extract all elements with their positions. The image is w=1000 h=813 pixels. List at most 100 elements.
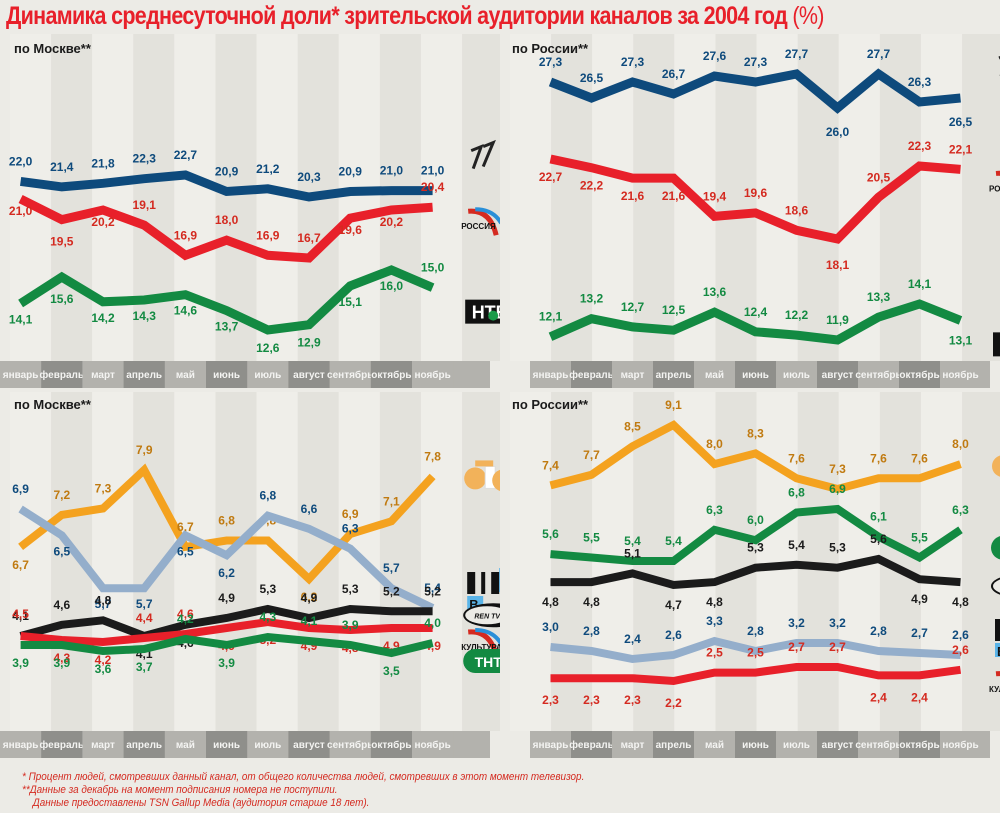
bg-column [92, 34, 134, 361]
bg-column [962, 34, 1000, 361]
series-line-sts [549, 420, 962, 494]
data-label-rentv: 4,9 [218, 591, 235, 605]
data-label-ntv: 13,1 [949, 333, 973, 347]
data-label-tvc: 5,4 [424, 581, 441, 595]
x-tick-label: октябрь [899, 369, 939, 381]
month-cell [288, 361, 331, 388]
data-label-perviy: 27,7 [867, 47, 891, 61]
data-label-perviy: 21,0 [380, 164, 404, 178]
data-label-rentv: 5,1 [624, 546, 641, 560]
data-label-tnt: 4,2 [177, 612, 194, 626]
month-cell [123, 361, 166, 388]
x-tick-label: октябрь [899, 739, 939, 751]
x-tick-label: июль [783, 740, 810, 751]
month-cell-empty [453, 361, 490, 388]
data-label-perviy: 20,9 [215, 165, 239, 179]
data-label-tvc: 6,3 [342, 522, 359, 536]
panel-title: по России** [512, 41, 589, 56]
month-cell [858, 731, 900, 758]
data-label-tvc: 5,7 [383, 561, 400, 575]
title-unit: (%) [792, 2, 824, 30]
data-label-rossiya: 22,2 [580, 179, 604, 193]
data-label-tnt: 5,5 [911, 531, 928, 545]
data-label-kultura: 2,5 [706, 646, 723, 660]
series-line-rossiya [549, 154, 961, 244]
data-label-rentv: 5,3 [829, 541, 846, 555]
data-label-perviy: 26,7 [662, 67, 686, 81]
data-label-tvc: 3,0 [542, 620, 559, 634]
data-label-sts: 7,1 [383, 494, 400, 508]
data-label-rossiya: 19,6 [339, 223, 363, 237]
bg-column [379, 34, 421, 361]
data-label-perviy: 22,3 [133, 152, 157, 166]
month-cell [899, 731, 941, 758]
footnote-3: Данные предоставлены TSN Gallup Media (а… [32, 797, 370, 809]
month-cell [735, 361, 777, 388]
footnote-2: **Данные за декабрь на момент подписания… [22, 784, 338, 796]
month-cell [612, 731, 654, 758]
month-cell [82, 361, 125, 388]
data-label-tvc: 6,9 [12, 482, 29, 496]
footnote-1: * Процент людей, смотревших данный канал… [22, 771, 585, 783]
data-label-tvc: 2,8 [870, 624, 887, 638]
bg-column [174, 392, 216, 731]
data-label-sts: 7,3 [95, 482, 112, 496]
data-label-sts: 7,8 [424, 449, 441, 463]
data-label-sts: 7,2 [53, 488, 70, 502]
data-label-tvc: 3,2 [788, 616, 805, 630]
data-label-tnt: 6,8 [788, 486, 805, 500]
data-label-rentv: 4,7 [665, 598, 682, 612]
data-label-perviy: 27,3 [744, 55, 768, 69]
data-label-tvc: 2,7 [911, 626, 928, 640]
bg-column [510, 34, 551, 361]
data-label-ntv: 12,6 [256, 341, 280, 355]
data-label-tvc: 5,7 [95, 597, 112, 611]
data-label-tnt: 6,3 [952, 503, 969, 517]
month-cell [247, 731, 289, 758]
data-label-sts: 6,9 [342, 507, 359, 521]
data-label-perviy: 21,2 [256, 162, 280, 176]
month-cell [370, 731, 413, 758]
data-label-rossiya: 22,3 [908, 139, 932, 153]
data-label-sts: 7,7 [583, 448, 600, 462]
month-cell [776, 731, 818, 758]
month-cell [653, 361, 695, 388]
data-label-rossiya: 21,0 [9, 204, 33, 218]
x-tick-label: июнь [213, 370, 240, 381]
series-line-tvc [550, 636, 961, 664]
data-label-tvc: 2,6 [665, 628, 682, 642]
series-line-sts [18, 463, 436, 585]
x-tick-label: июль [254, 370, 281, 381]
data-label-kultura: 2,3 [624, 693, 641, 707]
panel-russia-minor: январь февраль март апрель май июнь июль август… [510, 392, 1000, 758]
data-label-rossiya: 19,1 [133, 198, 157, 212]
data-label-perviy: 21,0 [421, 164, 445, 178]
svg-text:В: В [997, 644, 1000, 659]
panel-title: по Москве** [14, 41, 92, 56]
x-tick-label: март [621, 740, 645, 751]
month-cell [370, 361, 413, 388]
month-cell [412, 361, 454, 388]
data-label-kultura: 2,7 [829, 640, 846, 654]
svg-text:ТНТ: ТНТ [475, 654, 500, 670]
data-label-tvc: 6,2 [218, 566, 235, 580]
data-label-sts: 7,6 [911, 451, 928, 465]
logo-rossiya-icon: РОССИЯ [461, 207, 500, 236]
x-tick-label: май [705, 740, 724, 751]
month-cell [530, 731, 572, 758]
data-label-rossiya: 19,4 [703, 189, 727, 203]
data-label-kultura: 2,7 [788, 640, 805, 654]
month-cell [329, 361, 372, 388]
data-label-tnt: 5,4 [665, 534, 682, 548]
data-label-rossiya: 20,5 [867, 170, 891, 184]
data-label-perviy: 27,7 [785, 47, 809, 61]
data-label-tnt: 6,1 [870, 510, 887, 524]
month-cell [940, 731, 982, 758]
x-tick-label: август [293, 370, 325, 381]
data-label-sts: 9,1 [665, 398, 682, 412]
data-label-rossiya: 21,6 [621, 189, 645, 203]
panel-moscow-major: январь февраль март апрель май июнь июль август… [0, 34, 500, 388]
logo-ntv-icon: НТВ [465, 299, 500, 324]
month-cell [694, 361, 736, 388]
bg-column [133, 34, 175, 361]
